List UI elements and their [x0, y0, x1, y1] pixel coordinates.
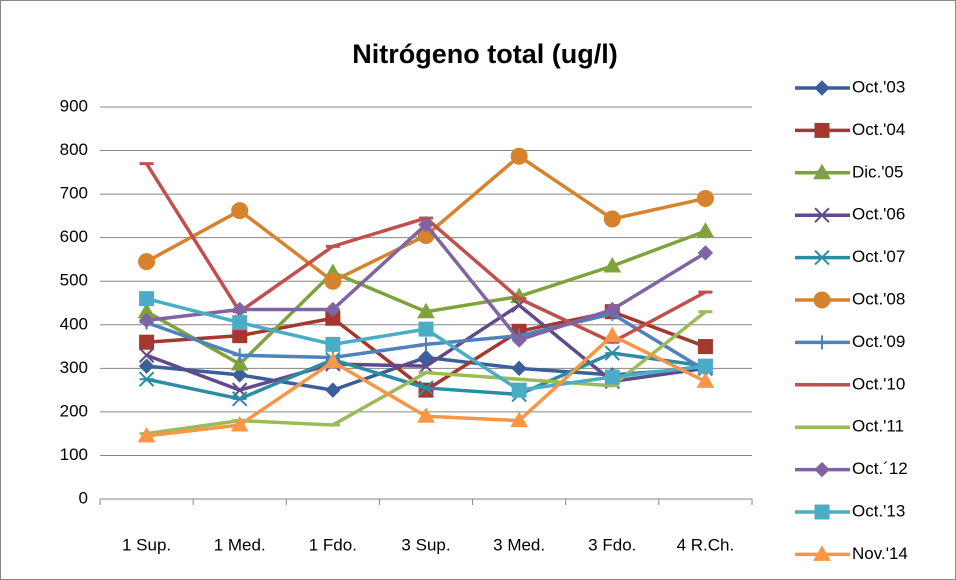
legend-label: Dic.'05: [852, 162, 903, 181]
marker: [697, 358, 713, 374]
legend-label: Oct.'10: [852, 374, 905, 393]
marker: [814, 504, 830, 520]
marker: [137, 426, 156, 443]
marker: [815, 335, 829, 350]
marker: [813, 163, 831, 180]
marker: [138, 358, 155, 374]
marker: [232, 315, 248, 331]
marker: [814, 80, 830, 96]
marker: [417, 302, 435, 319]
marker: [696, 222, 715, 238]
marker: [510, 147, 528, 165]
marker: [418, 358, 434, 374]
y-tick-label: 900: [60, 96, 88, 115]
marker: [139, 334, 155, 350]
marker: [814, 249, 830, 266]
y-tick-label: 800: [60, 140, 88, 159]
y-tick-label: 200: [60, 401, 88, 420]
legend-label: Nov.'14: [852, 544, 908, 563]
marker: [696, 372, 715, 388]
marker: [813, 545, 831, 561]
marker: [814, 122, 830, 138]
legend-label: Oct.'08: [852, 289, 905, 308]
legend-label: Oct.'09: [852, 332, 905, 351]
x-tick-label: 4 R.Ch.: [677, 535, 735, 554]
marker: [511, 382, 527, 398]
marker: [232, 328, 248, 344]
marker: [511, 360, 527, 377]
y-tick-label: 500: [60, 271, 88, 290]
marker: [604, 369, 620, 385]
marker: [138, 253, 156, 271]
marker: [138, 312, 155, 329]
marker: [696, 189, 714, 207]
marker: [325, 382, 341, 398]
marker: [231, 202, 249, 220]
y-tick-label: 600: [60, 227, 88, 246]
legend-label: Oct.'03: [852, 77, 905, 96]
marker: [814, 461, 830, 478]
marker: [230, 415, 249, 432]
marker: [418, 380, 434, 396]
marker: [325, 301, 341, 318]
marker: [417, 407, 435, 423]
marker: [324, 272, 342, 290]
marker: [697, 339, 713, 355]
marker: [603, 210, 621, 228]
legend-label: Oct.'13: [852, 501, 905, 520]
marker: [138, 347, 155, 363]
legend-label: Oct.'06: [852, 205, 905, 224]
marker: [232, 367, 248, 383]
marker: [138, 371, 155, 387]
marker: [323, 352, 342, 369]
marker: [139, 291, 155, 307]
marker: [813, 291, 831, 309]
marker: [814, 207, 830, 223]
marker: [604, 345, 620, 361]
x-tick-label: 1 Med.: [214, 535, 266, 554]
marker: [325, 336, 341, 352]
x-tick-label: 3 Med.: [493, 535, 545, 554]
x-tick-label: 1 Sup.: [122, 535, 171, 554]
marker: [604, 301, 620, 318]
y-tick-label: 400: [60, 314, 88, 333]
x-tick-label: 1 Fdo.: [309, 535, 357, 554]
marker: [603, 326, 622, 343]
legend-label: Oct.'07: [852, 247, 905, 266]
x-tick-label: 3 Fdo.: [588, 535, 636, 554]
marker: [232, 348, 247, 363]
y-tick-label: 0: [79, 488, 88, 507]
marker: [510, 411, 529, 428]
y-tick-label: 100: [60, 445, 88, 464]
y-tick-label: 300: [60, 358, 88, 377]
marker: [603, 256, 622, 273]
marker: [232, 391, 248, 407]
marker: [230, 354, 249, 371]
marker: [418, 216, 434, 233]
marker: [419, 337, 433, 352]
legend-label: Oct.'11: [852, 417, 904, 436]
marker: [418, 321, 434, 337]
marker: [511, 332, 527, 348]
y-tick-label: 700: [60, 184, 88, 203]
legend-label: Oct.´12: [852, 459, 908, 478]
chart-title: Nitrógeno total (ug/l): [352, 39, 617, 69]
legend-label: Oct.'04: [852, 120, 905, 139]
marker: [697, 245, 714, 261]
x-tick-label: 3 Sup.: [401, 535, 450, 554]
